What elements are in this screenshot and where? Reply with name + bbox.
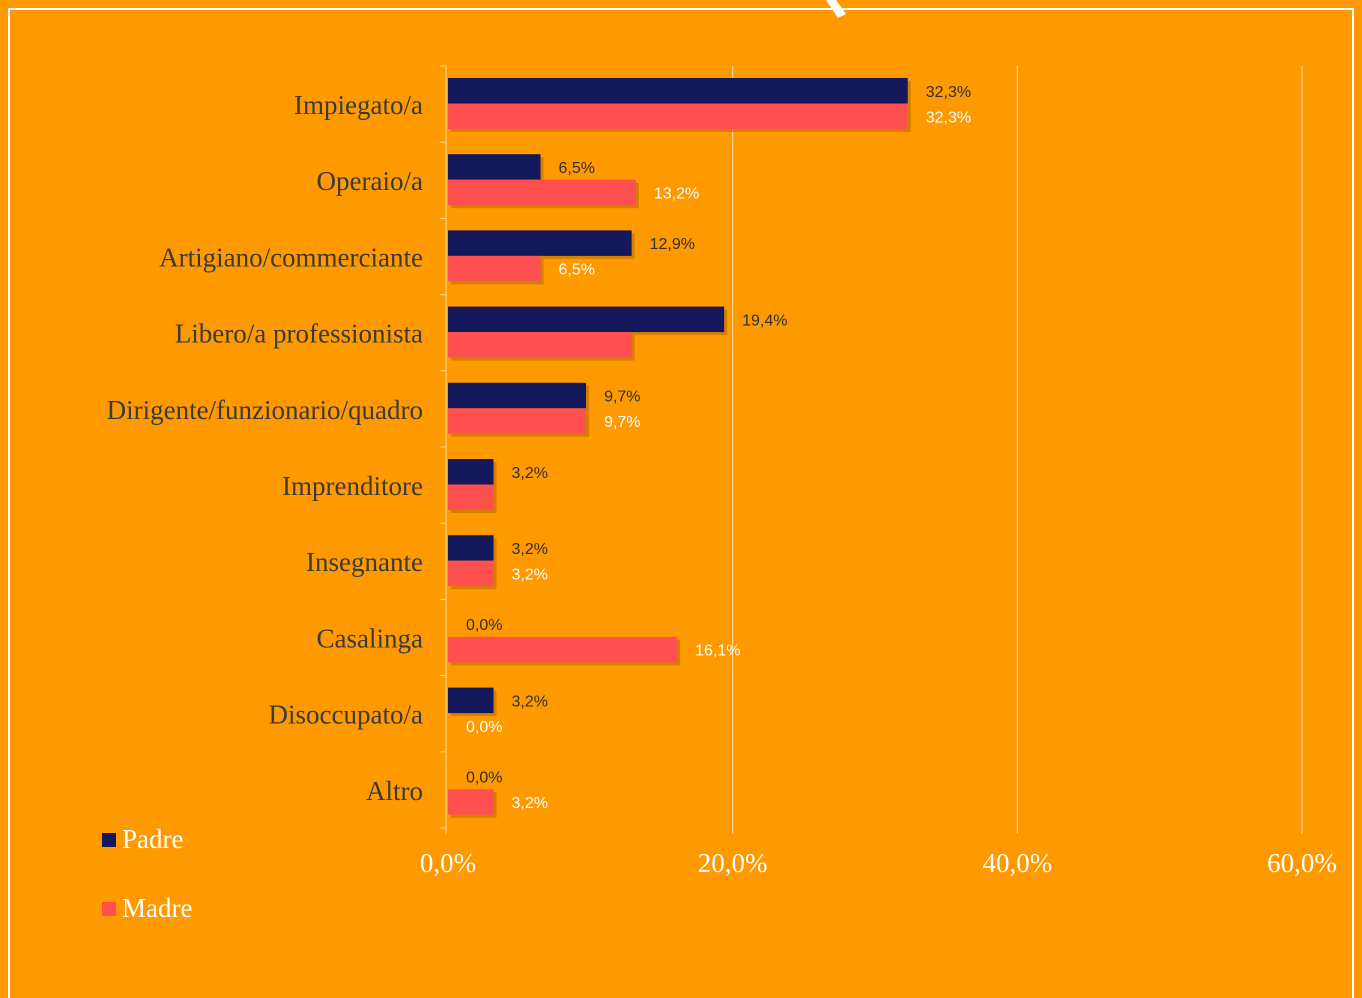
x-tick-label-3: 60,0% (1267, 848, 1337, 878)
bar-madre-1 (448, 179, 636, 206)
bar-padre-6 (448, 535, 494, 561)
data-label-padre-0: 32,3% (926, 84, 971, 101)
data-label-padre-9: 0,0% (466, 770, 502, 787)
legend-label-padre: Padre (122, 824, 184, 854)
bar-madre-0 (448, 103, 908, 129)
bar-madre-2 (448, 255, 541, 282)
bar-padre-8 (448, 687, 494, 714)
legend-label-madre: Madre (122, 893, 193, 923)
data-label-madre-7: 16,1% (695, 643, 740, 660)
bar-madre-4 (448, 408, 587, 434)
category-label-1: Operaio/a (317, 166, 423, 196)
data-label-padre-4: 9,7% (604, 389, 640, 406)
data-label-padre-7: 0,0% (466, 617, 502, 634)
legend-swatch-padre (102, 832, 116, 847)
legend-swatch-madre (102, 901, 116, 916)
category-label-4: Dirigente/funzionario/quadro (107, 395, 423, 425)
category-label-8: Disoccupato/a (269, 700, 423, 730)
bar-madre-7 (448, 636, 678, 663)
data-label-madre-8: 0,0% (466, 719, 502, 736)
data-label-padre-1: 6,5% (559, 160, 595, 177)
x-tick-label-0: 0,0% (420, 848, 476, 878)
category-label-2: Artigiano/commerciante (159, 242, 423, 272)
chart-frame (8, 8, 1354, 998)
data-label-madre-2: 6,5% (559, 262, 595, 279)
bar-padre-0 (448, 78, 908, 104)
data-label-padre-5: 3,2% (512, 465, 548, 482)
bar-madre-3 (448, 332, 632, 358)
bar-madre-9 (448, 789, 494, 815)
legend-item-madre: Madre (102, 893, 192, 924)
category-label-3: Libero/a professionista (175, 319, 423, 349)
category-label-0: Impiegato/a (294, 90, 423, 120)
bar-padre-4 (448, 382, 587, 409)
data-label-padre-2: 12,9% (650, 236, 695, 253)
legend: Padre Madre (102, 824, 192, 962)
bar-padre-1 (448, 154, 541, 180)
data-label-madre-6: 3,2% (512, 566, 548, 583)
data-label-madre-1: 13,2% (654, 185, 699, 202)
legend-item-padre: Padre (102, 824, 192, 855)
x-tick-label-2: 40,0% (982, 848, 1052, 878)
bar-padre-3 (448, 306, 725, 333)
data-label-madre-4: 9,7% (604, 414, 640, 431)
top-decoration-shape (826, 0, 846, 18)
category-label-6: Insegnante (306, 547, 423, 577)
bar-padre-5 (448, 459, 494, 485)
data-label-padre-8: 3,2% (512, 693, 548, 710)
bar-madre-5 (448, 484, 494, 510)
bar-madre-6 (448, 560, 494, 587)
category-label-9: Altro (366, 776, 423, 806)
x-tick-label-1: 20,0% (698, 848, 768, 878)
data-label-padre-6: 3,2% (512, 541, 548, 558)
data-label-padre-3: 19,4% (742, 312, 787, 329)
data-label-madre-0: 32,3% (926, 109, 971, 126)
category-label-5: Imprenditore (282, 471, 423, 501)
category-label-7: Casalinga (317, 623, 423, 653)
data-label-madre-9: 3,2% (512, 795, 548, 812)
bar-padre-2 (448, 230, 632, 256)
